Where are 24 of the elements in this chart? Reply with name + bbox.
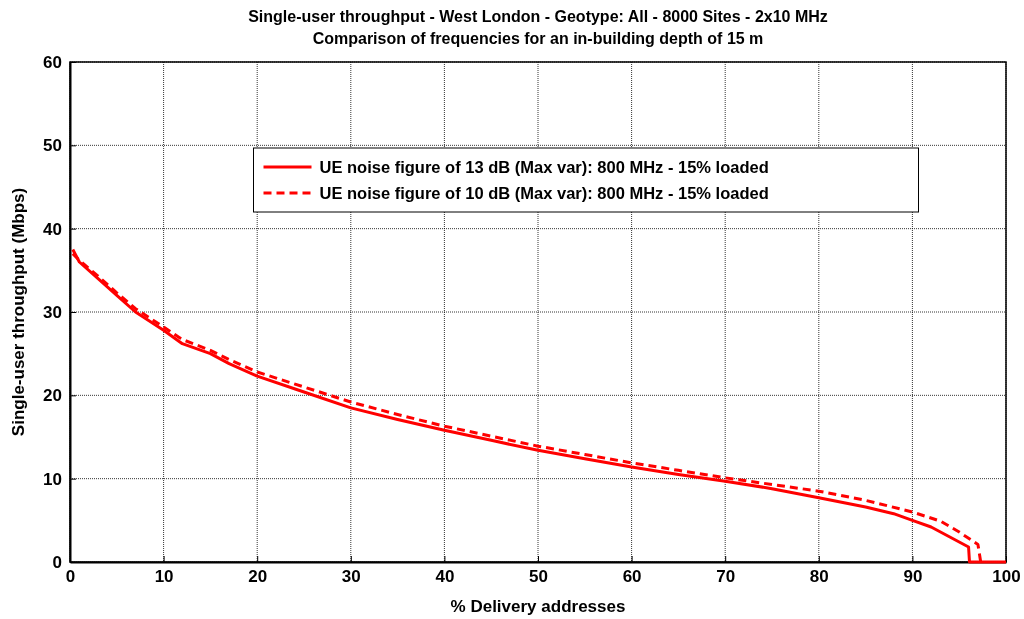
chart-subtitle: Comparison of frequencies for an in-building depth of 15 m xyxy=(312,30,764,47)
x-tick-label: 20 xyxy=(248,567,268,587)
y-tick-label: 40 xyxy=(43,219,62,239)
y-axis-title: Single-user throughput (Mbps) xyxy=(9,187,28,437)
x-tick-label: 100 xyxy=(992,567,1021,587)
y-tick-label: 10 xyxy=(43,469,62,489)
x-tick-label: 80 xyxy=(809,567,829,587)
y-tick-label: 20 xyxy=(43,386,62,406)
y-tick-label: 0 xyxy=(52,552,62,572)
y-tick-label: 60 xyxy=(43,52,62,72)
x-tick-label: 70 xyxy=(716,567,736,587)
x-tick-label: 50 xyxy=(529,567,548,587)
y-tick-label: 50 xyxy=(43,136,62,156)
x-tick-label: 90 xyxy=(903,567,923,587)
x-tick-label: 10 xyxy=(154,567,174,587)
x-tick-label: 40 xyxy=(435,567,455,587)
chart-title: Single-user throughput - West London - Geotype: All - 8000 Sites - 2x10 MHz xyxy=(248,8,828,25)
x-tick-label: 60 xyxy=(622,567,642,587)
x-tick-label: 30 xyxy=(341,567,361,587)
legend-label: UE noise figure of 13 dB (Max var): 800 MHz - 15% loaded xyxy=(319,158,769,176)
x-tick-label: 0 xyxy=(65,567,76,587)
y-tick-label: 30 xyxy=(43,302,62,322)
x-axis-title: % Delivery addresses xyxy=(450,597,626,616)
legend-label: UE noise figure of 10 dB (Max var): 800 MHz - 15% loaded xyxy=(319,184,769,202)
